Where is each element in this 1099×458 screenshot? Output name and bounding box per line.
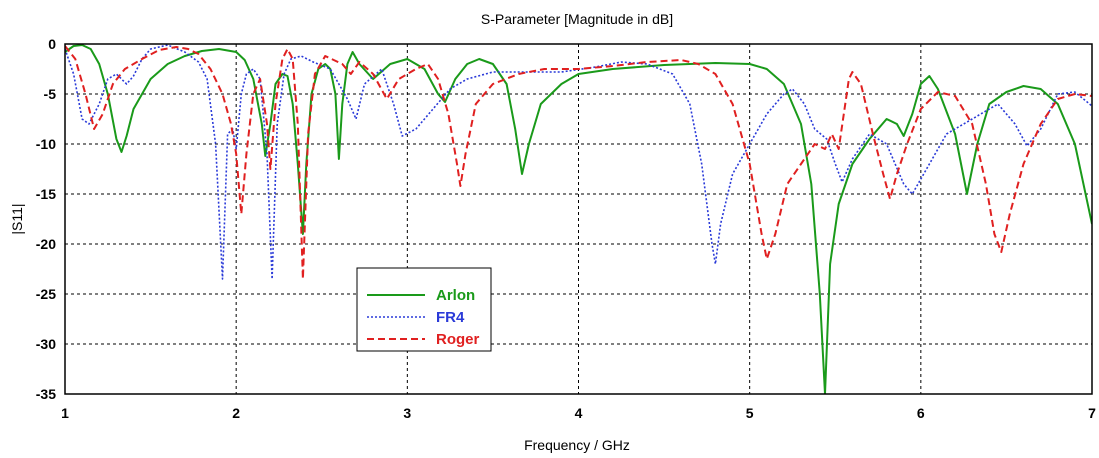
grid — [65, 44, 1092, 394]
x-axis-label: Frequency / GHz — [524, 437, 630, 453]
chart-title: S-Parameter [Magnitude in dB] — [481, 11, 673, 27]
y-tick-label: -30 — [36, 336, 56, 352]
legend-label-fr4: FR4 — [436, 309, 465, 326]
series-line-roger — [65, 45, 1092, 280]
y-tick-label: 0 — [48, 36, 56, 52]
series-line-fr4 — [65, 44, 1092, 280]
x-tick-label: 2 — [232, 405, 240, 421]
y-tick-labels: 0 -5 -10 -15 -20 -25 -30 -35 — [36, 36, 56, 402]
y-tick-label: -20 — [36, 236, 56, 252]
series-layer — [65, 44, 1092, 394]
x-tick-label: 4 — [575, 405, 583, 421]
x-tick-label: 6 — [917, 405, 925, 421]
y-tick-label: -15 — [36, 186, 56, 202]
x-tick-label: 7 — [1088, 405, 1096, 421]
y-tick-label: -5 — [44, 86, 57, 102]
y-axis-label: |S11| — [9, 203, 25, 234]
plot-frame — [64, 43, 1093, 395]
y-tick-label: -25 — [36, 286, 56, 302]
y-tick-label: -35 — [36, 386, 56, 402]
y-tick-label: -10 — [36, 136, 56, 152]
x-tick-label: 5 — [746, 405, 754, 421]
legend-label-roger: Roger — [436, 331, 480, 348]
legend: Arlon FR4 Roger — [356, 267, 492, 352]
x-tick-label: 1 — [61, 405, 69, 421]
x-tick-labels: 1 2 3 4 5 6 7 — [61, 405, 1096, 421]
legend-label-arlon: Arlon — [436, 287, 475, 304]
legend-box — [356, 267, 492, 352]
x-tick-label: 3 — [403, 405, 411, 421]
